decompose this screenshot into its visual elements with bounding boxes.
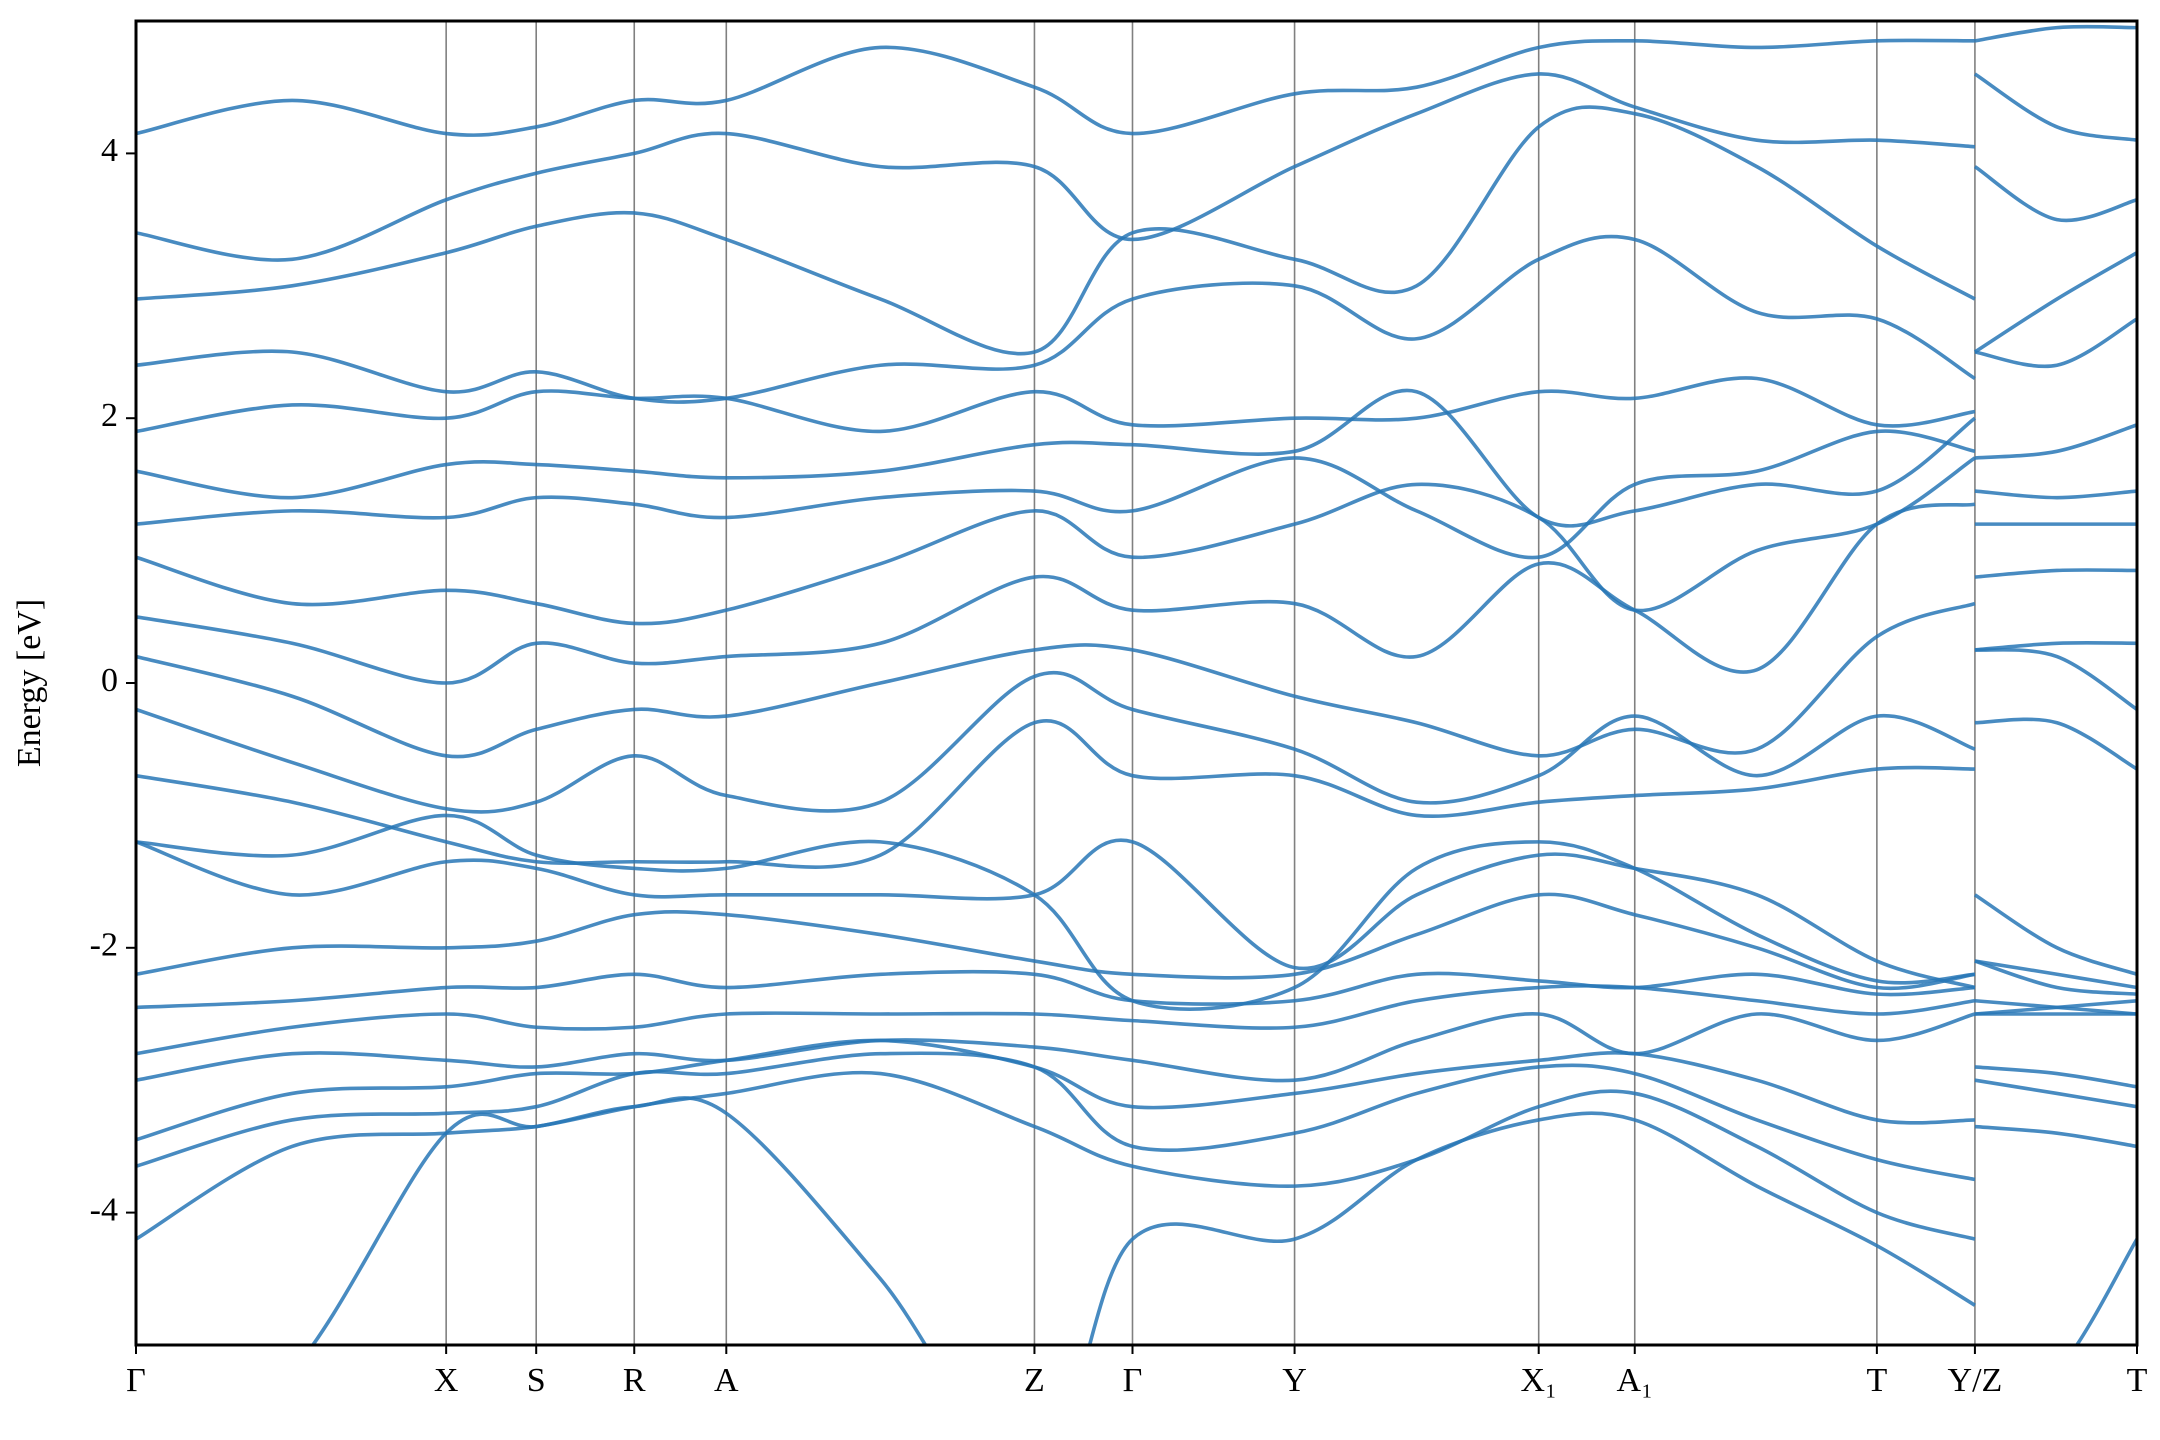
band-line bbox=[136, 456, 1976, 626]
band-line bbox=[136, 1070, 1976, 1241]
band-line bbox=[1974, 317, 2137, 369]
x-tick-label: S bbox=[527, 1362, 546, 1399]
band-line bbox=[1973, 251, 2137, 354]
band-line bbox=[1974, 489, 2137, 500]
y-tick-label: -2 bbox=[90, 927, 118, 964]
band-line bbox=[1974, 717, 2137, 771]
band-line bbox=[136, 38, 1975, 137]
band-line bbox=[136, 388, 1977, 528]
x-tick-label: R bbox=[623, 1362, 646, 1399]
x-tick-label: A₁ bbox=[1617, 1362, 1653, 1399]
band-line bbox=[1974, 998, 2137, 1016]
y-axis-label: Energy [eV] bbox=[11, 599, 48, 767]
band-line bbox=[136, 719, 1975, 869]
x-tick-label: X bbox=[434, 1362, 459, 1399]
band-line bbox=[1973, 72, 2137, 142]
y-tick-label: -4 bbox=[90, 1191, 118, 1228]
x-tick-label: Γ bbox=[1123, 1362, 1143, 1399]
band-line bbox=[2074, 1238, 2137, 1345]
band-line bbox=[1974, 423, 2137, 460]
x-tick-label: Γ bbox=[126, 1362, 146, 1399]
band-line bbox=[1974, 959, 2137, 990]
band-line bbox=[136, 838, 1976, 990]
band-line bbox=[136, 984, 1976, 1056]
band-line bbox=[136, 234, 1976, 404]
band-line bbox=[1974, 1124, 2137, 1149]
band-line bbox=[136, 1012, 1976, 1083]
band-line bbox=[136, 601, 1976, 759]
band-line bbox=[1974, 648, 2137, 711]
band-line bbox=[136, 72, 1976, 262]
band-line bbox=[136, 1038, 1975, 1142]
band-line bbox=[1974, 1078, 2137, 1109]
bands bbox=[136, 24, 2137, 1345]
band-line bbox=[136, 429, 1976, 560]
y-tick-label: 4 bbox=[101, 132, 118, 169]
band-line bbox=[1974, 568, 2137, 579]
band-line bbox=[1974, 24, 2137, 43]
band-line bbox=[1974, 959, 2137, 996]
band-line bbox=[136, 502, 1976, 685]
x-tick-label: X₁ bbox=[1520, 1362, 1556, 1399]
plot-frame bbox=[134, 19, 2139, 1347]
band-line bbox=[1973, 893, 2137, 976]
x-tick-label: Y bbox=[1282, 1362, 1307, 1399]
y-tick-label: 0 bbox=[101, 662, 118, 699]
band-line bbox=[136, 376, 1976, 434]
x-tick-label: T bbox=[1866, 1362, 1887, 1399]
band-line bbox=[1974, 640, 2137, 652]
y-tick-label: 2 bbox=[101, 397, 118, 434]
band-line bbox=[1974, 1065, 2137, 1089]
x-tick-label: T bbox=[2127, 1362, 2148, 1399]
band-line bbox=[136, 1051, 1976, 1182]
band-line bbox=[136, 813, 1976, 1011]
x-tick-label: Y/Z bbox=[1948, 1362, 2003, 1399]
band-line bbox=[136, 892, 1976, 991]
x-tick-label: Z bbox=[1024, 1362, 1045, 1399]
band-line bbox=[136, 105, 1976, 356]
band-line bbox=[1973, 165, 2137, 223]
band-line bbox=[310, 1096, 1976, 1345]
band-line bbox=[136, 969, 1976, 1010]
x-tick-label: A bbox=[714, 1362, 739, 1399]
